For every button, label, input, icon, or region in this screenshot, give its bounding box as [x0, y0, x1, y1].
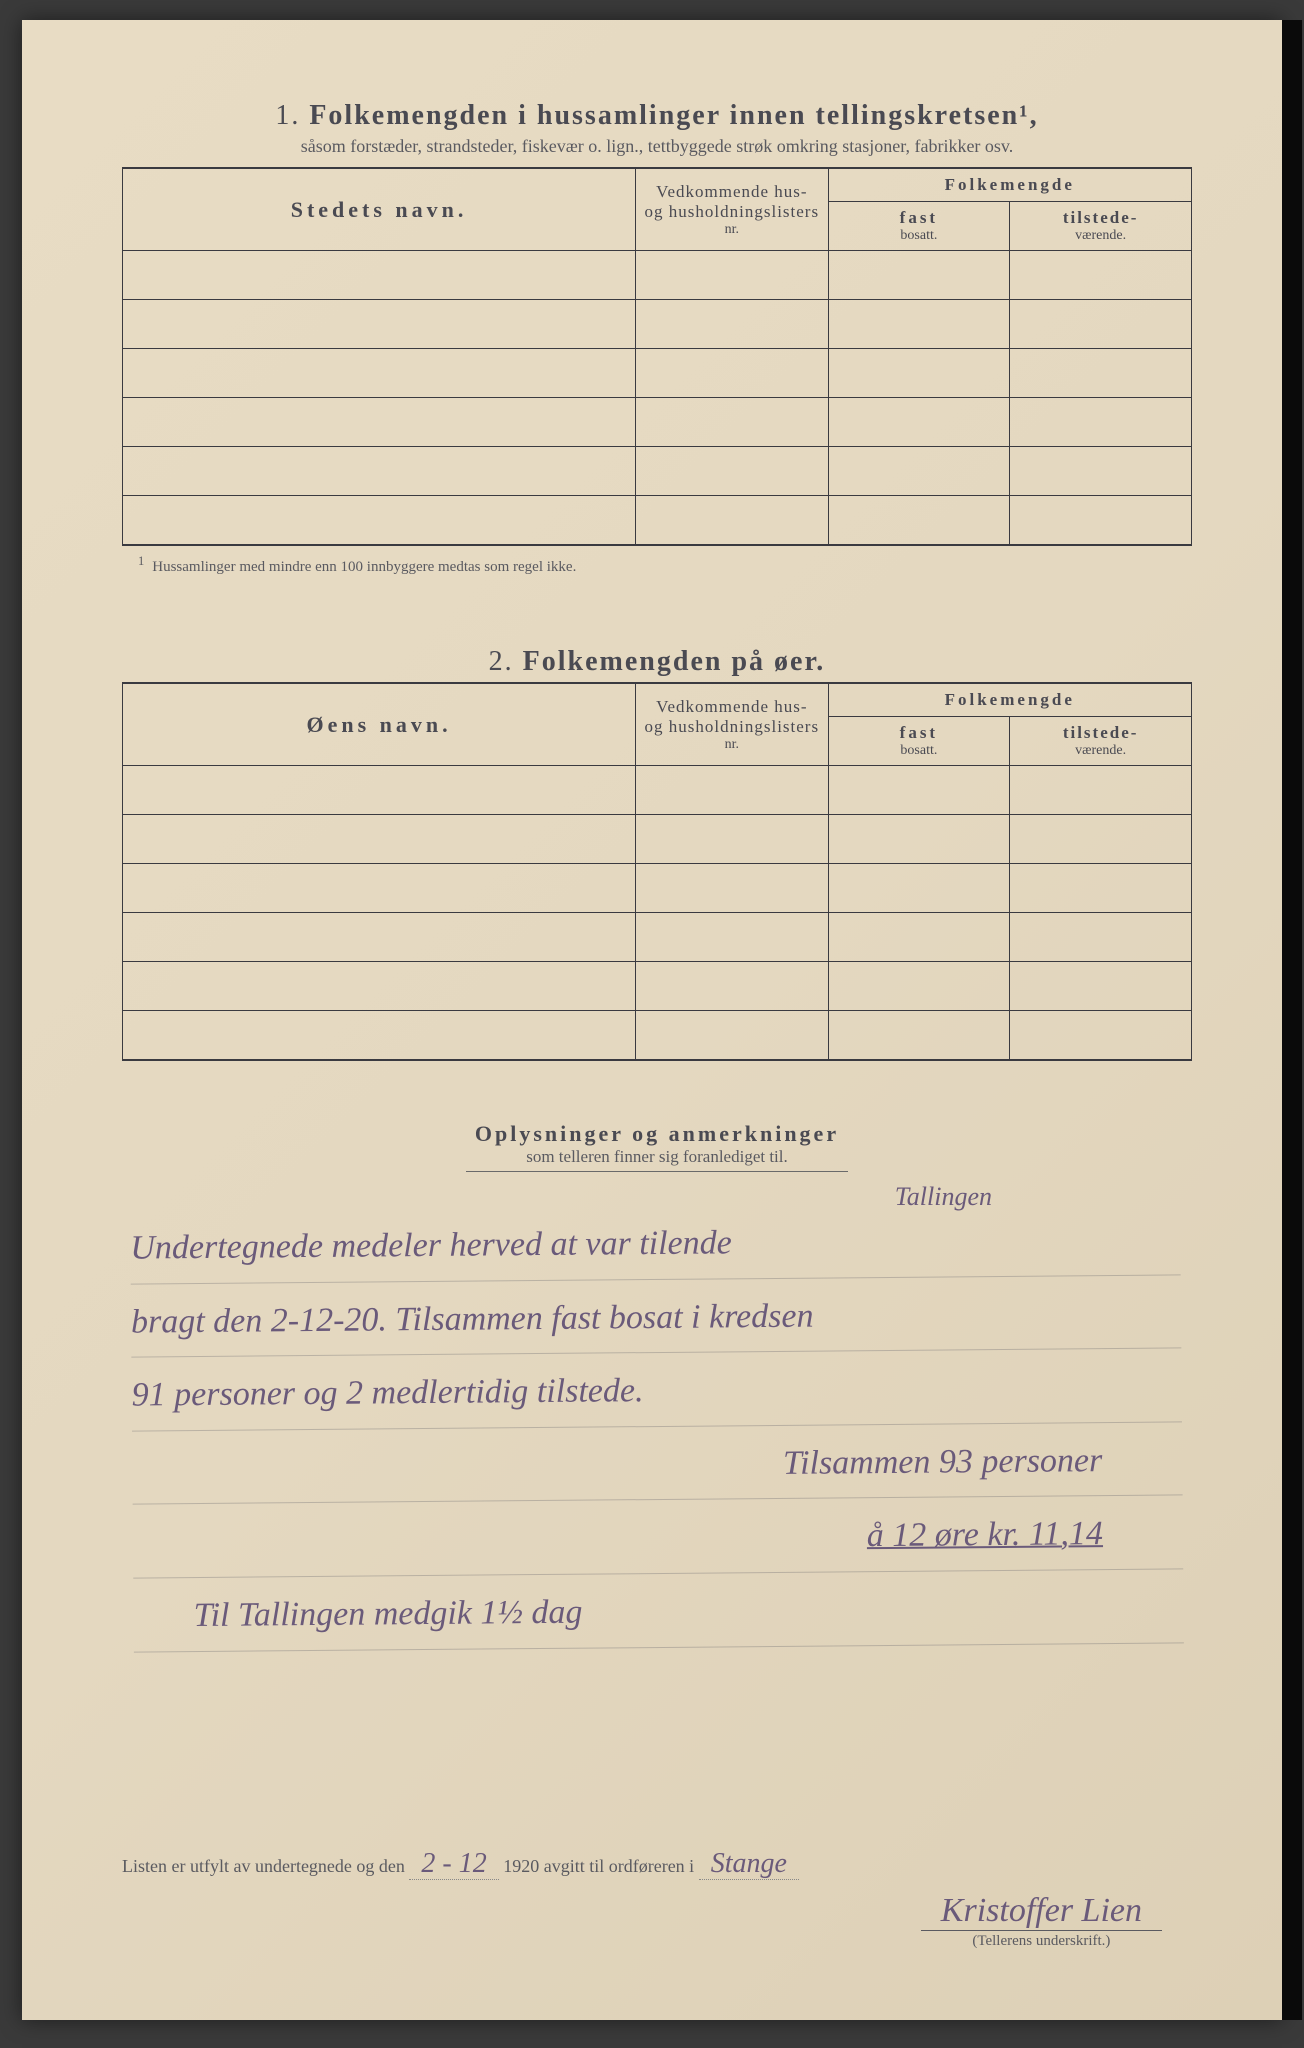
- col-lists-sub: nr.: [644, 222, 819, 238]
- col-lists-2: Vedkommende hus- og husholdningslisters …: [636, 683, 828, 766]
- section-2-title-text: Folkemengden på øer.: [523, 646, 826, 677]
- handwriting-line: Undertegnede medeler herved at var tilen…: [130, 1207, 1181, 1284]
- section-2: 2. Folkemengden på øer. Øens navn. Vedko…: [122, 646, 1192, 1061]
- handwritten-insert: Tallingen: [895, 1182, 992, 1212]
- table-row: [123, 447, 1192, 496]
- remarks-subtitle: som telleren finner sig foranlediget til…: [466, 1147, 848, 1172]
- col-fast-2: fast bosatt.: [828, 717, 1010, 766]
- section-1-title: 1. Folkemengden i hussamlinger innen tel…: [122, 100, 1192, 132]
- col-tilstede-text: tilstede-: [1063, 208, 1139, 227]
- col-oens-navn: Øens navn.: [123, 683, 636, 766]
- col-fast: fast bosatt.: [828, 202, 1010, 251]
- col-fast-text: fast: [900, 208, 938, 227]
- section-1-number: 1.: [275, 100, 300, 131]
- col-fast-2-sub: bosatt.: [837, 743, 1002, 759]
- table-1-body: [123, 251, 1192, 546]
- col-lists: Vedkommende hus- og husholdningslisters …: [636, 168, 828, 251]
- table-row: [123, 496, 1192, 546]
- col-fast-sub: bosatt.: [837, 228, 1002, 244]
- signature-label: (Tellerens underskrift.): [972, 1933, 1110, 1949]
- handwritten-remarks: Undertegnede medeler herved at var tilen…: [120, 1207, 1194, 1652]
- section-1-subtitle: såsom forstæder, strandsteder, fiskevær …: [122, 136, 1192, 157]
- section-1-title-text: Folkemengden i hussamlinger innen tellin…: [309, 100, 1038, 131]
- table-2-body: [123, 766, 1192, 1061]
- col-lists-2-text: Vedkommende hus- og husholdningslisters: [645, 697, 820, 736]
- col-fast-2-text: fast: [900, 723, 938, 742]
- table-row: [123, 962, 1192, 1011]
- col-stedets-navn: Stedets navn.: [123, 168, 636, 251]
- footer-declaration: Listen er utfylt av undertegnede og den …: [122, 1848, 1182, 1880]
- table-row: [123, 864, 1192, 913]
- footnote-text: Hussamlinger med mindre enn 100 innbygge…: [152, 559, 576, 575]
- table-row: [123, 913, 1192, 962]
- handwriting-line: Tilsammen 93 personer: [132, 1428, 1183, 1505]
- table-row: [123, 1011, 1192, 1061]
- census-form-page: 1. Folkemengden i hussamlinger innen tel…: [22, 20, 1282, 2020]
- section-1-footnote: 1Hussamlinger med mindre enn 100 innbygg…: [122, 554, 1192, 576]
- table-row: [123, 766, 1192, 815]
- col-tilstede-2: tilstede- værende.: [1010, 717, 1192, 766]
- table-oer: Øens navn. Vedkommende hus- og husholdni…: [122, 682, 1192, 1061]
- handwriting-line: Til Tallingen medgik 1½ dag: [133, 1575, 1184, 1652]
- col-tilstede-2-text: tilstede-: [1063, 723, 1139, 742]
- handwriting-line: 91 personer og 2 medlertidig tilstede.: [131, 1355, 1182, 1432]
- col-tilstede: tilstede- værende.: [1010, 202, 1192, 251]
- footer-year: 1920: [503, 1856, 539, 1876]
- table-hussamlinger: Stedets navn. Vedkommende hus- og hushol…: [122, 167, 1192, 546]
- col-folkemengde: Folkemengde: [828, 168, 1191, 202]
- col-lists-2-sub: nr.: [644, 737, 819, 753]
- handwriting-line: bragt den 2-12-20. Tilsammen fast bosat …: [131, 1281, 1182, 1358]
- remarks-title: Oplysninger og anmerkninger: [122, 1121, 1192, 1147]
- section-1: 1. Folkemengden i hussamlinger innen tel…: [122, 100, 1192, 576]
- section-2-number: 2.: [489, 646, 514, 677]
- table-row: [123, 251, 1192, 300]
- footer-middle: avgitt til ordføreren i: [544, 1856, 694, 1876]
- table-row: [123, 398, 1192, 447]
- table-row: [123, 300, 1192, 349]
- footer-place: Stange: [699, 1848, 799, 1880]
- col-folkemengde-2: Folkemengde: [828, 683, 1191, 717]
- footer-date: 2 - 12: [409, 1848, 498, 1880]
- section-2-title: 2. Folkemengden på øer.: [122, 646, 1192, 678]
- handwriting-line: å 12 øre kr. 11,14: [133, 1502, 1184, 1579]
- signature-block: Kristoffer Lien (Tellerens underskrift.): [921, 1892, 1162, 1950]
- footer-prefix: Listen er utfylt av undertegnede og den: [122, 1856, 405, 1876]
- col-lists-text: Vedkommende hus- og husholdningslisters: [645, 182, 820, 221]
- col-tilstede-2-sub: værende.: [1018, 743, 1183, 759]
- table-row: [123, 349, 1192, 398]
- table-row: [123, 815, 1192, 864]
- col-tilstede-sub: værende.: [1018, 228, 1183, 244]
- signature-text: Kristoffer Lien: [921, 1892, 1162, 1931]
- remarks-section: Oplysninger og anmerkninger som telleren…: [122, 1121, 1192, 1648]
